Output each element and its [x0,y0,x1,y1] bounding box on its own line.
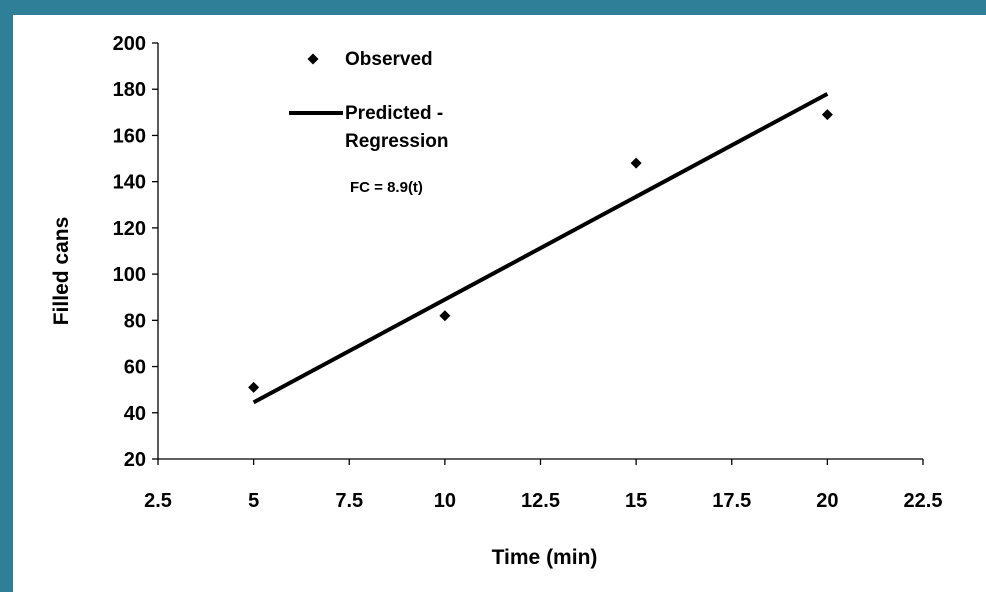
x-tick-label: 2.5 [144,490,172,512]
legend-observed-label: Observed [345,49,433,70]
observed-point [630,157,642,169]
y-tick-label: 20 [124,449,146,471]
x-tick-label: 12.5 [521,490,560,512]
x-axis-title: Time (min) [492,546,598,569]
observed-point [821,109,833,121]
legend-regression-label: Predicted - [345,103,443,124]
axes: 20 40 60 80 100 120 140 160 180 200 2.5 5 7.5 10 12.5 1… [113,33,943,512]
y-tick-label: 100 [113,264,146,286]
y-tick-label: 40 [124,403,146,425]
y-tick-label: 60 [124,357,146,379]
y-tick-label: 80 [124,310,146,332]
y-tick-label: 180 [113,79,146,101]
observed-point [439,310,451,322]
observed-point [248,381,260,393]
legend-observed-marker [307,53,319,65]
y-tick-label: 160 [113,125,146,147]
x-tick-label: 5 [248,490,259,512]
x-tick-label: 20 [816,490,838,512]
legend: Observed Predicted - Regression [289,49,448,152]
x-tick-label: 17.5 [712,490,751,512]
regression-line [252,92,829,405]
y-tick-label: 120 [113,218,146,240]
plot-marks [248,92,833,405]
x-tick-label: 7.5 [335,490,363,512]
x-tick-label: 22.5 [904,490,943,512]
legend-regression-label: Regression [345,131,448,152]
y-tick-label: 140 [113,172,146,194]
x-tick-label: 15 [625,490,647,512]
y-tick-label: 200 [113,33,146,55]
regression-equation-annotation: FC = 8.9(t) [350,179,423,196]
chart-frame: 20 40 60 80 100 120 140 160 180 200 2.5 5 7.5 10 12.5 1… [13,15,986,592]
x-tick-label: 10 [434,490,456,512]
chart-svg: 20 40 60 80 100 120 140 160 180 200 2.5 5 7.5 10 12.5 1… [50,33,943,569]
y-axis-title: Filled cans [50,217,73,326]
